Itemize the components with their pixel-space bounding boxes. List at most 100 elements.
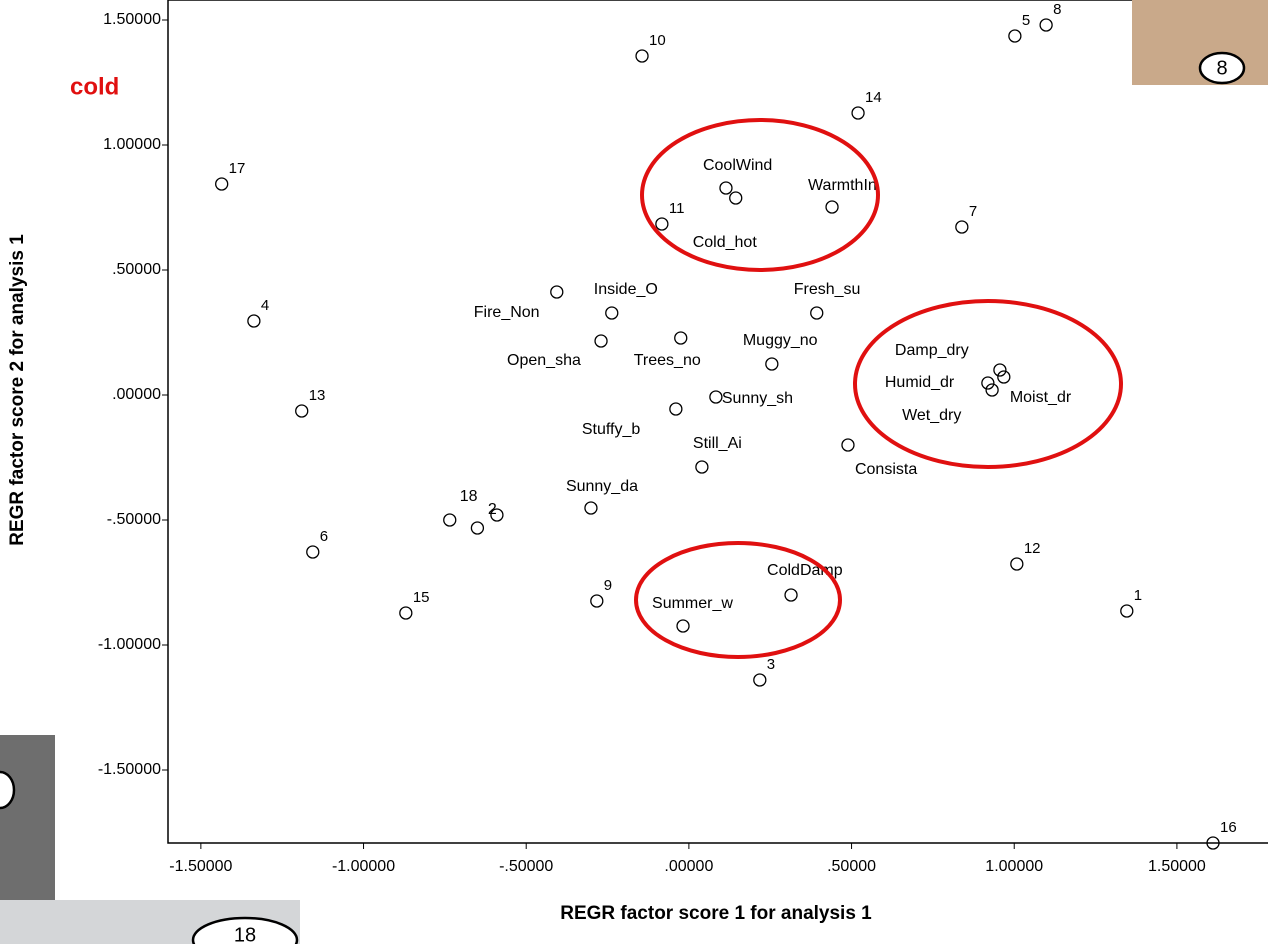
point — [955, 220, 969, 234]
y-tick-label: -1.50000 — [98, 761, 161, 778]
point — [590, 594, 604, 608]
point — [674, 331, 688, 345]
point — [676, 619, 690, 633]
point — [669, 402, 683, 416]
highlight — [640, 118, 880, 272]
x-tick-label: 1.00000 — [985, 858, 1043, 875]
point-label: Fresh_su — [794, 281, 861, 298]
point — [605, 306, 619, 320]
point — [584, 501, 598, 515]
photo-badge — [1198, 51, 1246, 85]
point — [490, 508, 504, 522]
point-label: 4 — [261, 297, 269, 314]
point-label: Still_Ai — [693, 435, 742, 452]
point — [295, 404, 309, 418]
point-label: 3 — [767, 656, 775, 673]
point-label: 2 — [488, 501, 497, 518]
point — [753, 673, 767, 687]
point-label: 14 — [865, 89, 882, 106]
point — [810, 306, 824, 320]
x-axis-title: REGR factor score 1 for analysis 1 — [560, 903, 872, 924]
point-label: ColdDamp — [767, 562, 843, 579]
point — [695, 460, 709, 474]
highlight — [853, 299, 1123, 469]
point-label: 5 — [1022, 12, 1030, 29]
point-label: Sunny_da — [566, 478, 638, 495]
marks: -1.50000 -1.00000 -.50000.00000.50000 1.000… — [98, 1, 1237, 875]
point — [594, 334, 608, 348]
y-tick-label: -1.00000 — [98, 636, 161, 653]
y-tick-label: .00000 — [112, 386, 161, 403]
point-label: 8 — [1053, 1, 1061, 18]
point-label: Humid_dr — [885, 374, 955, 391]
point — [1120, 604, 1134, 618]
point-label: CoolWind — [703, 157, 772, 174]
point-label: 7 — [969, 203, 977, 220]
point — [306, 545, 320, 559]
point-label: Inside_O — [594, 281, 658, 298]
point — [655, 217, 669, 231]
point — [985, 383, 999, 397]
point-label: 15 — [413, 589, 430, 606]
point-label: Fire_Non — [474, 304, 540, 321]
highlights — [634, 118, 1123, 659]
x-tick-label: -1.50000 — [169, 858, 232, 875]
point — [1010, 557, 1024, 571]
highlight — [634, 541, 842, 659]
point-label: Trees_no — [634, 352, 701, 369]
point — [997, 370, 1011, 384]
point — [825, 200, 839, 214]
point — [993, 363, 1007, 377]
point — [1206, 836, 1220, 850]
point-label: Wet_dry — [902, 407, 961, 424]
point-label: 16 — [1220, 819, 1237, 836]
point-label: Muggy_no — [743, 332, 818, 349]
point — [635, 49, 649, 63]
point-label: 12 — [1024, 540, 1041, 557]
point — [1008, 29, 1022, 43]
point — [470, 521, 485, 535]
point-label: 11 — [669, 200, 685, 217]
point — [765, 357, 779, 371]
point-label: 1 — [1134, 587, 1142, 604]
point — [550, 285, 564, 299]
point-label: 13 — [309, 387, 326, 404]
annotation: cold — [70, 73, 119, 100]
point-label: 17 — [229, 160, 246, 177]
point-label: 6 — [320, 528, 328, 545]
photo-number: 18 — [234, 924, 256, 944]
point — [841, 438, 855, 452]
y-tick-label: .50000 — [112, 261, 161, 278]
y-tick-label: 1.00000 — [103, 136, 161, 153]
point — [719, 181, 733, 195]
point — [784, 588, 798, 602]
point — [399, 606, 413, 620]
point-label: Open_sha — [507, 352, 581, 369]
point — [215, 177, 229, 191]
photo-badge — [191, 916, 299, 949]
point — [851, 106, 865, 120]
x-tick-label: .00000 — [664, 858, 713, 875]
point — [981, 376, 995, 390]
point-label: 9 — [604, 577, 612, 594]
point-label: Sunny_sh — [722, 390, 793, 407]
point-label: Cold_hot — [693, 234, 758, 251]
point-label: WarmthIn — [808, 177, 877, 194]
point — [443, 513, 457, 527]
y-axis-title: REGR factor score 2 for analysis 1 — [7, 234, 28, 546]
y-tick-label: -.50000 — [107, 511, 161, 528]
point-label: Damp_dry — [895, 342, 969, 359]
point-label: Summer_w — [652, 595, 733, 612]
plot-area — [167, 0, 1268, 844]
point — [1039, 18, 1053, 32]
x-tick-label: 1.50000 — [1148, 858, 1206, 875]
point-label: 10 — [649, 32, 666, 49]
point — [729, 191, 743, 205]
photo — [0, 735, 55, 900]
photo-badge — [0, 770, 16, 810]
y-tick-label: 1.50000 — [103, 11, 161, 28]
point-label: Moist_dr — [1010, 389, 1072, 406]
point — [247, 314, 261, 328]
x-tick-label: -1.00000 — [332, 858, 395, 875]
